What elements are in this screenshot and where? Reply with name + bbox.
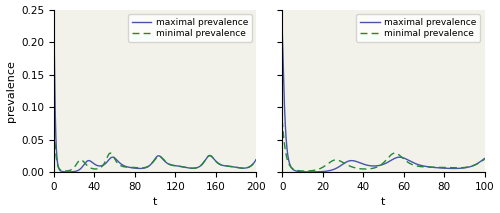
minimal prevalence: [302, 170, 308, 172]
minimal prevalence: [244, 167, 250, 169]
minimal prevalence: [468, 165, 474, 167]
maximal prevalence: [51, 28, 57, 30]
minimal prevalence: [467, 165, 473, 168]
maximal prevalence: [64, 171, 70, 173]
maximal prevalence: [244, 167, 250, 169]
minimal prevalence: [319, 167, 325, 169]
Y-axis label: prevalence: prevalence: [6, 60, 16, 122]
maximal prevalence: [377, 164, 383, 167]
Line: minimal prevalence: minimal prevalence: [54, 120, 256, 171]
maximal prevalence: [319, 170, 325, 173]
minimal prevalence: [51, 119, 57, 121]
maximal prevalence: [467, 166, 473, 168]
minimal prevalence: [254, 158, 260, 161]
minimal prevalence: [462, 166, 468, 169]
maximal prevalence: [468, 165, 474, 168]
minimal prevalence: [419, 166, 425, 168]
maximal prevalence: [279, 28, 285, 30]
Legend: maximal prevalence, minimal prevalence: maximal prevalence, minimal prevalence: [356, 14, 480, 42]
maximal prevalence: [462, 167, 468, 169]
maximal prevalence: [190, 167, 196, 170]
minimal prevalence: [279, 119, 285, 121]
X-axis label: t: t: [153, 197, 158, 207]
X-axis label: t: t: [381, 197, 386, 207]
maximal prevalence: [90, 162, 96, 165]
Line: minimal prevalence: minimal prevalence: [282, 120, 484, 171]
Line: maximal prevalence: maximal prevalence: [282, 29, 484, 172]
minimal prevalence: [377, 164, 383, 167]
minimal prevalence: [188, 167, 194, 170]
maximal prevalence: [169, 164, 175, 167]
maximal prevalence: [254, 158, 260, 161]
minimal prevalence: [190, 167, 196, 170]
maximal prevalence: [72, 170, 78, 173]
minimal prevalence: [90, 168, 96, 170]
Line: maximal prevalence: maximal prevalence: [54, 29, 256, 172]
minimal prevalence: [482, 158, 488, 161]
minimal prevalence: [62, 170, 68, 172]
maximal prevalence: [482, 157, 488, 160]
minimal prevalence: [169, 164, 175, 166]
minimal prevalence: [72, 165, 78, 168]
maximal prevalence: [188, 167, 194, 170]
Legend: maximal prevalence, minimal prevalence: maximal prevalence, minimal prevalence: [128, 14, 252, 42]
maximal prevalence: [419, 164, 425, 167]
maximal prevalence: [306, 171, 312, 173]
